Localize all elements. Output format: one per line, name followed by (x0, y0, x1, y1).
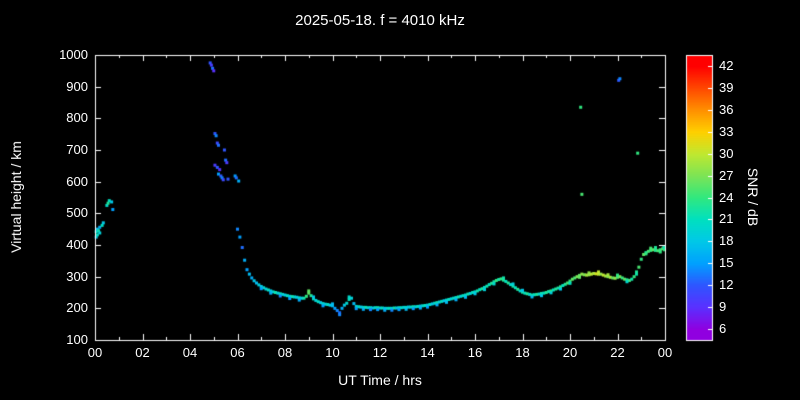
y-tick-label: 400 (66, 237, 88, 252)
colorbar-tick-label: 18 (719, 233, 734, 249)
y-tick-label: 300 (66, 268, 88, 284)
y-tick-label: 200 (66, 300, 88, 316)
x-tick-label: 08 (277, 345, 293, 360)
y-tick-label: 500 (66, 205, 88, 221)
y-tick-label: 800 (66, 110, 88, 126)
y-tick-label: 1000 (59, 47, 88, 62)
colorbar-tick-label: 27 (719, 167, 734, 183)
y-axis-label: Virtual height / km (8, 141, 24, 253)
plot-title: 2025-05-18. f = 4010 kHz (295, 12, 465, 29)
colorbar-tick-label: 12 (719, 277, 734, 293)
y-tick-label: 100 (66, 332, 88, 347)
x-tick-label: 06 (230, 345, 245, 360)
x-tick-label: 18 (515, 345, 530, 360)
x-tick-label: 16 (467, 345, 483, 360)
colorbar-tick-label: 15 (719, 255, 734, 271)
x-axis-label: UT Time / hrs (338, 372, 422, 388)
y-tick-label: 700 (66, 142, 88, 157)
x-tick-label: 20 (562, 345, 578, 360)
y-tick-label: 600 (66, 173, 88, 189)
x-tick-label: 04 (182, 345, 198, 360)
colorbar-tick-label: 42 (719, 57, 734, 73)
x-tick-label: 14 (420, 345, 435, 360)
colorbar-tick-label: 33 (719, 123, 734, 139)
x-tick-label: 00 (657, 345, 673, 360)
colorbar-tick-label: 24 (719, 189, 734, 205)
colorbar-tick-label: 39 (719, 79, 734, 95)
colorbar-tick-label: 30 (719, 145, 734, 161)
y-tick-label: 900 (66, 78, 88, 94)
x-tick-label: 22 (610, 345, 625, 360)
colorbar-tick-label: 36 (719, 101, 734, 117)
colorbar-tick-label: 9 (719, 299, 727, 315)
colorbar-tick-label: 6 (719, 321, 727, 337)
x-tick-label: 12 (372, 345, 388, 360)
x-tick-label: 00 (87, 345, 103, 360)
x-tick-label: 02 (135, 345, 150, 360)
colorbar-tick-label: 21 (719, 211, 734, 227)
colorbar-label: SNR / dB (745, 167, 761, 227)
x-tick-label: 10 (325, 345, 340, 360)
